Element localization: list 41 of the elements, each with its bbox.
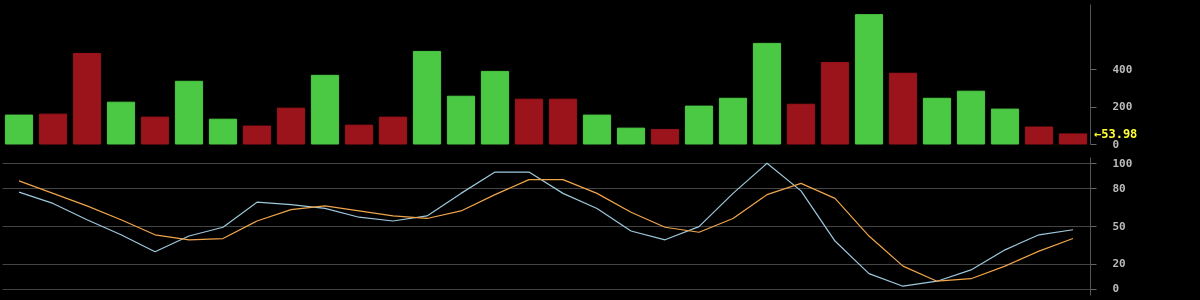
bar — [378, 116, 408, 145]
y-tick-label: 400 — [1112, 62, 1133, 76]
bar — [106, 101, 136, 145]
bar — [208, 118, 238, 145]
bar — [276, 107, 306, 145]
y-tick-label: 200 — [1112, 100, 1133, 114]
bar — [1024, 126, 1054, 145]
bar — [956, 90, 986, 145]
bar — [922, 97, 952, 145]
bar — [446, 95, 476, 145]
bar — [752, 42, 782, 145]
bar — [72, 52, 102, 145]
bar — [548, 98, 578, 145]
bar — [616, 127, 646, 145]
y-tick-label: 50 — [1112, 219, 1126, 233]
bar — [990, 108, 1020, 145]
bar — [242, 125, 272, 145]
bar — [38, 113, 68, 145]
bar — [344, 124, 374, 145]
line-series — [18, 162, 1074, 287]
bar — [514, 98, 544, 145]
bar — [480, 70, 510, 145]
bar — [582, 114, 612, 145]
bar — [4, 114, 34, 145]
bar — [718, 97, 748, 145]
bar — [140, 116, 170, 145]
y-tick-label: 80 — [1112, 181, 1126, 195]
y-tick-label: 0 — [1112, 282, 1120, 296]
bar — [650, 128, 680, 145]
bar — [684, 105, 714, 145]
bar — [310, 74, 340, 145]
bar — [174, 80, 204, 145]
bar — [854, 14, 884, 145]
y-tick-label: 20 — [1112, 257, 1126, 271]
bar — [1058, 133, 1088, 145]
bar — [820, 61, 850, 145]
line-series — [18, 178, 1074, 282]
bar — [786, 103, 816, 145]
bar — [888, 72, 918, 145]
y-tick-label: 100 — [1112, 156, 1133, 170]
bar — [412, 50, 442, 145]
